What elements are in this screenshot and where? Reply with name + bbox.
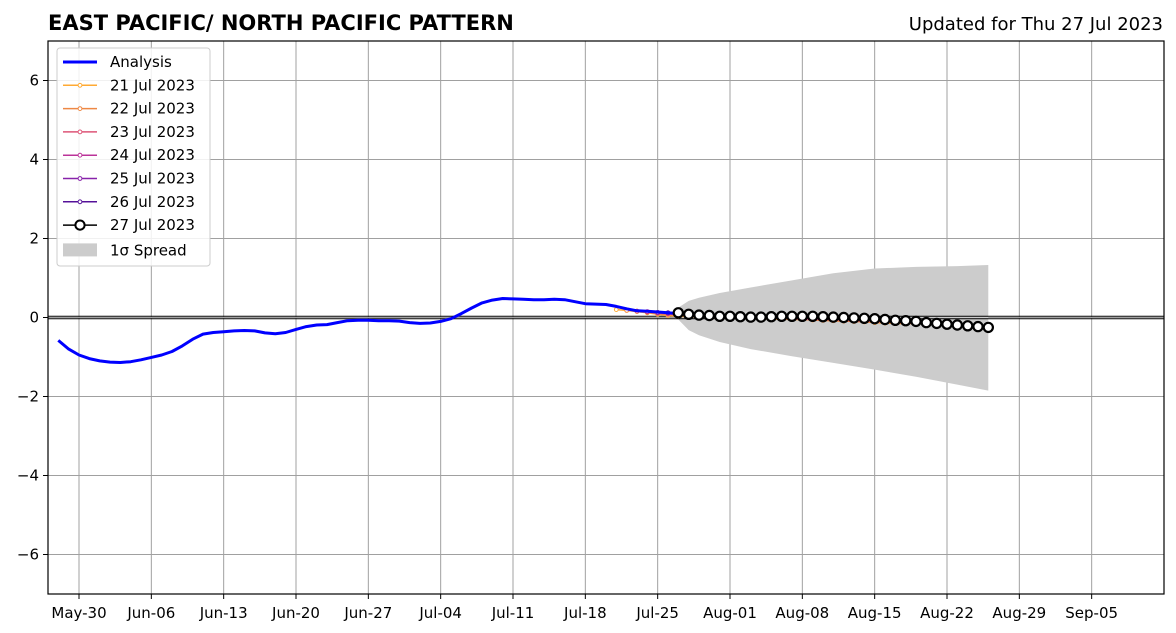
forecast-point: [734, 311, 747, 323]
forecast-point: [982, 321, 995, 334]
x-tick-label: Aug-22: [920, 604, 974, 622]
y-tick-label: 2: [29, 230, 39, 248]
forecast-point: [755, 311, 767, 323]
axis-ticks: May-30 Jun-06 Jun-13 Jun-20 Jun-27 Jul-04 Jul-…: [17, 72, 1118, 623]
legend-entry: 25 Jul 2023: [63, 170, 195, 188]
forecast-point: [838, 311, 850, 324]
legend-label: 27 Jul 2023: [110, 216, 195, 234]
legend-marker: [77, 129, 83, 135]
forecast-point: [817, 311, 829, 323]
y-tick-label: −6: [17, 546, 39, 564]
y-tick-label: 0: [29, 309, 39, 327]
forecast-point: [786, 310, 798, 322]
legend-box: [56, 47, 211, 267]
series-layer: [57, 297, 995, 364]
chart-subtitle: Updated for Thu 27 Jul 2023: [909, 14, 1163, 35]
grid: [48, 41, 1164, 594]
legend-marker: [74, 219, 86, 231]
y-tick-label: −2: [17, 388, 39, 406]
forecast-point: [807, 310, 819, 322]
legend-label: 22 Jul 2023: [110, 100, 195, 118]
legend-marker: [77, 152, 83, 158]
x-tick-label: Jul-25: [635, 604, 679, 622]
forecast-point: [910, 315, 922, 328]
spread-layer: [678, 265, 989, 391]
legend-entry: 22 Jul 2023: [63, 100, 195, 118]
x-tick-label: Jul-18: [563, 604, 607, 622]
forecast-point: [724, 310, 736, 322]
x-tick-label: Jun-13: [199, 604, 248, 622]
x-tick-label: Sep-05: [1065, 604, 1118, 622]
y-tick-label: 6: [29, 72, 39, 90]
y-tick-label: −4: [17, 467, 39, 485]
forecast-point: [703, 309, 716, 322]
legend-marker: [77, 106, 83, 111]
forecast-point: [879, 313, 891, 326]
x-tick-label: Aug-08: [775, 604, 829, 622]
legend-marker: [77, 199, 83, 205]
legend-entry: 27 Jul 2023: [63, 216, 195, 234]
forecast-point: [931, 317, 943, 330]
x-tick-label: Jun-27: [343, 604, 392, 622]
legend-label: 21 Jul 2023: [110, 76, 195, 94]
x-tick-label: Aug-01: [703, 604, 757, 622]
y-tick-label: 4: [29, 151, 39, 169]
forecast-point: [613, 307, 619, 313]
legend-label: 1σ Spread: [110, 241, 187, 259]
forecast-point: [889, 314, 902, 326]
zero-layer: [48, 315, 1164, 320]
x-tick-label: Aug-29: [992, 604, 1046, 622]
forecast-point: [858, 312, 871, 324]
forecast-point: [714, 310, 726, 322]
spread-band: [678, 265, 989, 391]
chart-title: EAST PACIFIC/ NORTH PACIFIC PATTERN: [48, 11, 514, 35]
forecast-point: [848, 312, 860, 324]
forecast-point: [827, 311, 840, 323]
x-tick-label: Jul-04: [418, 604, 462, 622]
analysis-line: [57, 297, 679, 364]
x-tick-label: May-30: [51, 604, 106, 622]
forecast-point: [869, 313, 881, 325]
x-tick-label: Jun-06: [126, 604, 175, 622]
forecast-point: [962, 320, 974, 332]
x-tick-label: Aug-15: [848, 604, 902, 622]
forecast-point: [672, 307, 685, 319]
forecast-point: [693, 309, 705, 321]
legend-label: Analysis: [110, 53, 172, 71]
series-0: [57, 297, 679, 364]
forecast-point: [796, 310, 809, 322]
legend-marker: [77, 82, 83, 88]
legend-entry: 21 Jul 2023: [63, 76, 195, 94]
legend-entry: 23 Jul 2023: [63, 123, 195, 141]
legend-label: 25 Jul 2023: [110, 170, 195, 188]
x-tick-label: Jul-11: [491, 604, 535, 622]
legend-marker: [77, 176, 83, 181]
series-7: [672, 307, 995, 334]
forecast-point: [941, 318, 953, 330]
legend: Analysis 21 Jul 2023 22 Jul 2023 23 Jul 202…: [56, 47, 211, 267]
forecast-point: [900, 315, 912, 327]
forecast-point: [920, 316, 933, 329]
legend-entry: Analysis: [63, 53, 172, 71]
legend-swatch: [63, 243, 97, 257]
forecast-point: [683, 308, 695, 320]
legend-label: 23 Jul 2023: [110, 123, 195, 141]
legend-label: 26 Jul 2023: [110, 193, 195, 211]
legend-entry: 1σ Spread: [63, 241, 187, 259]
legend-label: 24 Jul 2023: [110, 146, 195, 164]
legend-entry: 24 Jul 2023: [63, 146, 195, 164]
forecast-point: [972, 320, 984, 333]
legend-entry: 26 Jul 2023: [63, 193, 195, 211]
forecast-point: [745, 311, 757, 323]
forecast-point: [776, 310, 788, 322]
x-tick-label: Jun-20: [271, 604, 320, 622]
forecast-point: [765, 311, 778, 323]
forecast-point: [951, 319, 964, 331]
